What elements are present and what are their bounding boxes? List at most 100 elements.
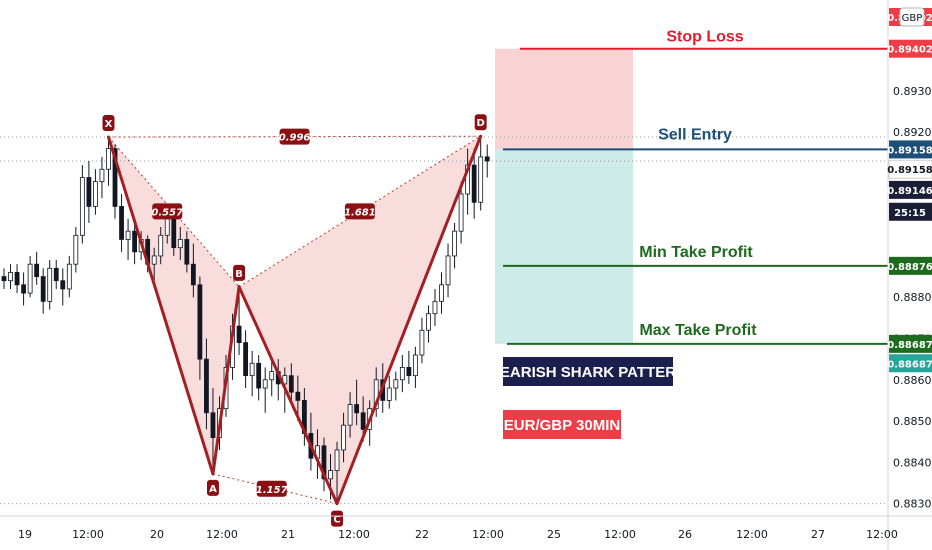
- ratio-label-box: [279, 128, 310, 145]
- candle-body: [158, 234, 164, 257]
- price-badge-label: 0.88687: [887, 359, 932, 370]
- ratio-label-box: [256, 480, 287, 497]
- ratio-label: 0.996: [279, 133, 311, 144]
- pattern-labels: X A B C D 0.996 0.557 1.681 1.157: [102, 114, 487, 527]
- x-tick-label: 12:00: [866, 528, 898, 541]
- candle-body: [249, 362, 255, 377]
- take-profit-zone: [495, 149, 633, 344]
- price-badge-box: [889, 354, 932, 373]
- candle-body: [393, 379, 399, 389]
- ratio-label: 1.681: [344, 207, 376, 218]
- candle-body: [328, 470, 333, 480]
- pattern-point-x: X: [105, 119, 113, 130]
- pattern-leg-cd: [335, 134, 483, 506]
- price-badge-box: [889, 39, 932, 58]
- level-label-min-take-profit: Min Take Profit: [639, 244, 753, 261]
- candle-body: [354, 404, 360, 414]
- price-badge-box: [889, 180, 932, 199]
- candle-body: [262, 379, 268, 389]
- candle-body: [66, 263, 72, 290]
- price-badge-box: [889, 202, 932, 221]
- annotations: BEARISH SHARK PATTERN EUR/GBP 30MIN: [489, 357, 687, 439]
- pattern-point-x-box: [102, 115, 115, 132]
- candle-body: [406, 366, 412, 377]
- price-badge: 0.88687: [887, 334, 932, 353]
- x-tick-label: 12:00: [338, 528, 370, 541]
- pattern-lines: [106, 134, 483, 506]
- candle-body: [341, 424, 346, 451]
- candles: [1, 136, 490, 504]
- pattern-point-c: C: [333, 515, 340, 526]
- price-badge-label: 0.88687: [887, 340, 932, 351]
- x-tick-label: 12:00: [604, 528, 636, 541]
- ratio-label-box: [152, 203, 183, 220]
- candle-body: [210, 412, 216, 438]
- x-axis-ticks: 19 12:00 20 12:00 21 12:00 22 12:00 25 12:00 26 12:…: [18, 528, 898, 541]
- candle-body: [439, 284, 444, 302]
- candle-body: [60, 280, 66, 290]
- price-badge: 0.89158: [887, 140, 932, 159]
- pattern-leg-ab: [211, 285, 241, 476]
- candle-body: [21, 284, 26, 294]
- x-tick-label: 20: [150, 528, 164, 541]
- candle-body: [47, 267, 53, 302]
- candle-body: [243, 342, 249, 377]
- stop-loss-zone: [495, 48, 633, 150]
- candle-body: [295, 391, 301, 401]
- candle-body: [177, 239, 183, 249]
- candle-body: [419, 329, 425, 356]
- pattern-point-b: B: [235, 269, 243, 280]
- candle-body: [34, 263, 40, 277]
- price-badge: 0.89402: [887, 39, 932, 58]
- x-tick-label: 25: [547, 528, 561, 541]
- candle-body: [40, 276, 46, 302]
- candle-body: [79, 177, 85, 236]
- symbol-label: EUR/GBP 30MIN: [504, 417, 620, 434]
- price-badge: 0.88876: [887, 256, 932, 275]
- guide-line-xb: [108, 136, 240, 288]
- price-badge-label: 0.88876: [887, 262, 932, 273]
- x-tick-label: 26: [678, 528, 692, 541]
- candle-body: [8, 272, 13, 282]
- candle-body: [282, 375, 288, 385]
- pattern-point-d-box: [474, 114, 487, 131]
- candle-body: [360, 412, 366, 430]
- price-badge-box: [889, 334, 932, 353]
- x-tick-label: 12:00: [472, 528, 504, 541]
- pattern-leg-bc: [237, 285, 339, 506]
- candle-body: [112, 148, 118, 207]
- ratio-label-box: [344, 203, 375, 220]
- candle-body: [132, 230, 138, 253]
- candle-body: [93, 181, 98, 207]
- currency-badge[interactable]: GBP: [899, 7, 925, 27]
- candle-body: [484, 156, 490, 162]
- x-tick-label: 12:00: [206, 528, 238, 541]
- risk-reward-zones: [495, 48, 633, 344]
- pattern-title: BEARISH SHARK PATTERN: [489, 364, 687, 381]
- price-badge-label: 0.89146: [887, 186, 932, 197]
- candle-body: [53, 267, 59, 282]
- candle-body: [1, 276, 7, 282]
- candle-body: [465, 164, 471, 195]
- candle-body: [171, 218, 177, 249]
- ratio-label: 1.157: [256, 485, 288, 496]
- candle-body: [399, 366, 405, 381]
- price-badge: 0.89158: [887, 159, 932, 179]
- candle-body: [86, 177, 92, 207]
- candle-body: [452, 230, 457, 257]
- pattern-title-box: [503, 357, 673, 386]
- price-badge-box: [889, 256, 932, 275]
- candle-body: [236, 325, 242, 344]
- pattern-point-a-box: [206, 479, 219, 496]
- candle-body: [151, 255, 157, 265]
- candle-body: [458, 193, 464, 232]
- pattern-point-c-box: [331, 510, 344, 527]
- price-badge-label: 0.89158: [887, 145, 932, 156]
- candle-body: [106, 148, 111, 170]
- level-label-sell-entry: Sell Entry: [658, 126, 732, 143]
- candle-body: [14, 272, 20, 286]
- currency-badge-box: [899, 7, 925, 27]
